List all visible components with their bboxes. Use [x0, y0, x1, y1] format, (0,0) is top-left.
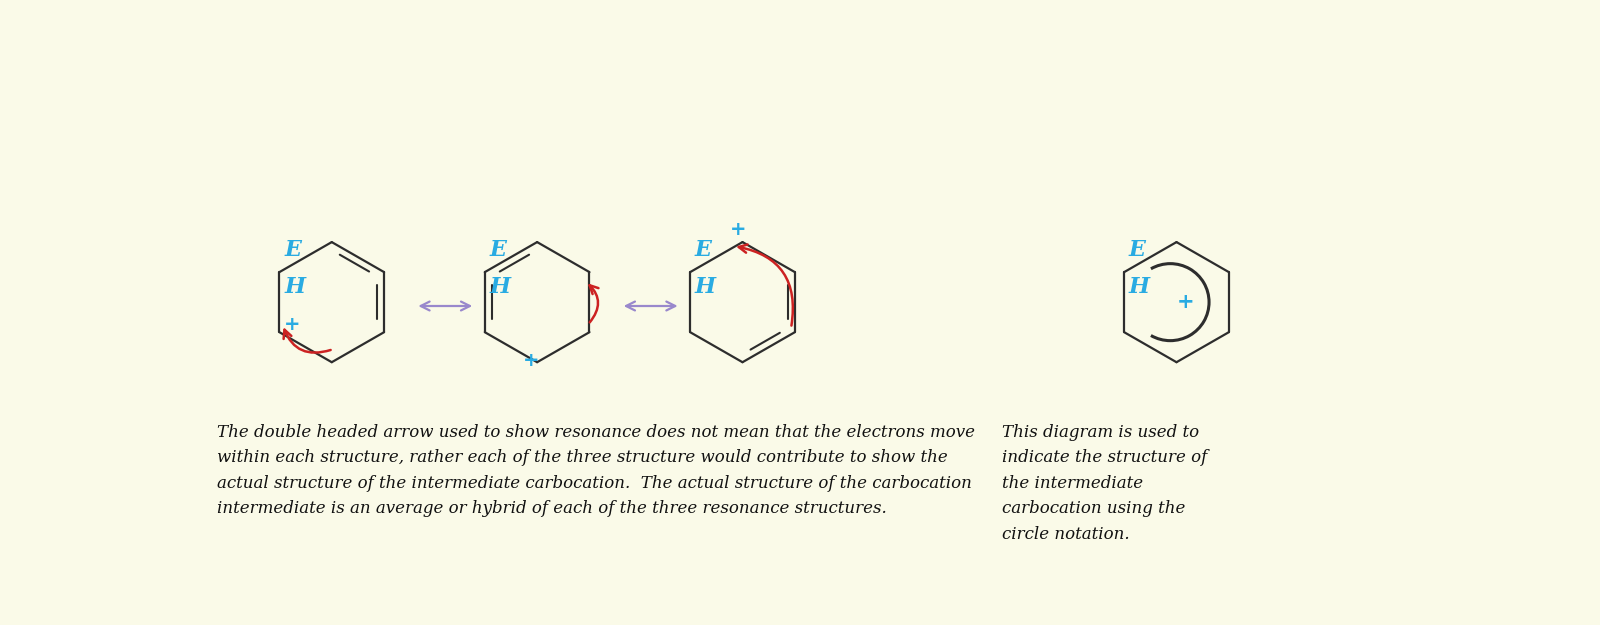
- Text: +: +: [285, 315, 301, 334]
- Text: E: E: [490, 239, 507, 261]
- Text: This diagram is used to
indicate the structure of
the intermediate
carbocation u: This diagram is used to indicate the str…: [1002, 424, 1208, 542]
- Text: E: E: [694, 239, 712, 261]
- Text: H: H: [285, 276, 306, 298]
- Text: H: H: [1128, 276, 1150, 298]
- Text: E: E: [1128, 239, 1146, 261]
- Text: +: +: [523, 351, 539, 370]
- Text: H: H: [694, 276, 715, 298]
- Text: The double headed arrow used to show resonance does not mean that the electrons : The double headed arrow used to show res…: [218, 424, 974, 517]
- Text: E: E: [285, 239, 301, 261]
- Text: H: H: [490, 276, 510, 298]
- Text: +: +: [1178, 292, 1195, 312]
- Text: +: +: [730, 220, 747, 239]
